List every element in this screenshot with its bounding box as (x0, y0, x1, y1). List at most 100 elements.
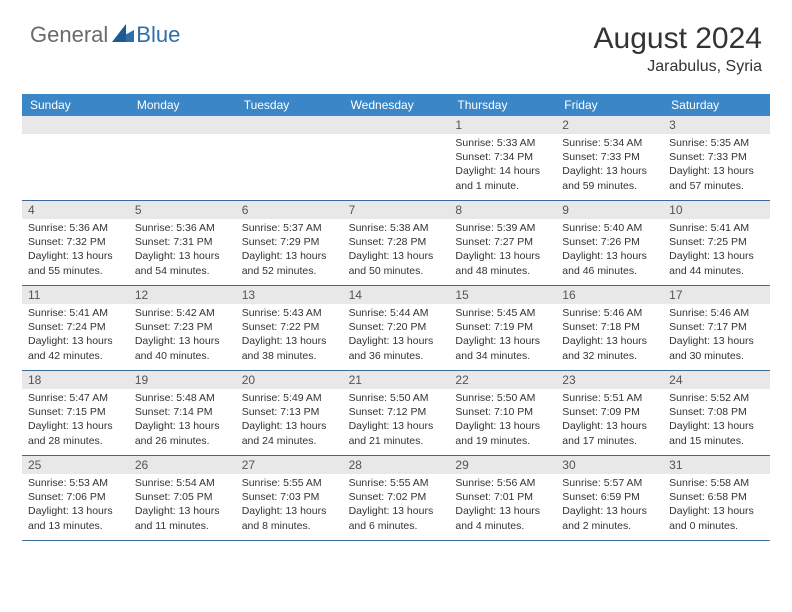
date-number: 24 (663, 371, 770, 389)
header: General Blue August 2024 Jarabulus, Syri… (0, 0, 792, 86)
calendar-cell: 5Sunrise: 5:36 AMSunset: 7:31 PMDaylight… (129, 201, 236, 285)
cell-body: Sunrise: 5:46 AMSunset: 7:17 PMDaylight:… (663, 304, 770, 367)
daylight-text: Daylight: 13 hours and 0 minutes. (669, 504, 764, 532)
week-row: 25Sunrise: 5:53 AMSunset: 7:06 PMDayligh… (22, 456, 770, 541)
date-number: 31 (663, 456, 770, 474)
calendar-cell: 2Sunrise: 5:34 AMSunset: 7:33 PMDaylight… (556, 116, 663, 200)
sunset-text: Sunset: 7:27 PM (455, 235, 550, 249)
sunrise-text: Sunrise: 5:50 AM (455, 391, 550, 405)
date-number: 22 (449, 371, 556, 389)
calendar-cell: 22Sunrise: 5:50 AMSunset: 7:10 PMDayligh… (449, 371, 556, 455)
date-number: 6 (236, 201, 343, 219)
calendar-cell: 29Sunrise: 5:56 AMSunset: 7:01 PMDayligh… (449, 456, 556, 540)
sunrise-text: Sunrise: 5:56 AM (455, 476, 550, 490)
daylight-text: Daylight: 13 hours and 28 minutes. (28, 419, 123, 447)
cell-body: Sunrise: 5:41 AMSunset: 7:25 PMDaylight:… (663, 219, 770, 282)
sunset-text: Sunset: 7:02 PM (349, 490, 444, 504)
date-number: 10 (663, 201, 770, 219)
date-number: 27 (236, 456, 343, 474)
daylight-text: Daylight: 13 hours and 46 minutes. (562, 249, 657, 277)
date-number: 16 (556, 286, 663, 304)
date-number: 25 (22, 456, 129, 474)
sunrise-text: Sunrise: 5:41 AM (28, 306, 123, 320)
sunset-text: Sunset: 7:22 PM (242, 320, 337, 334)
sunset-text: Sunset: 7:25 PM (669, 235, 764, 249)
daylight-text: Daylight: 13 hours and 2 minutes. (562, 504, 657, 532)
day-header: Sunday (22, 94, 129, 116)
daylight-text: Daylight: 13 hours and 54 minutes. (135, 249, 230, 277)
daylight-text: Daylight: 13 hours and 19 minutes. (455, 419, 550, 447)
week-row: 1Sunrise: 5:33 AMSunset: 7:34 PMDaylight… (22, 116, 770, 201)
calendar-cell: 23Sunrise: 5:51 AMSunset: 7:09 PMDayligh… (556, 371, 663, 455)
calendar-cell: 19Sunrise: 5:48 AMSunset: 7:14 PMDayligh… (129, 371, 236, 455)
sunrise-text: Sunrise: 5:51 AM (562, 391, 657, 405)
daylight-text: Daylight: 13 hours and 44 minutes. (669, 249, 764, 277)
calendar-cell: 25Sunrise: 5:53 AMSunset: 7:06 PMDayligh… (22, 456, 129, 540)
cell-body: Sunrise: 5:43 AMSunset: 7:22 PMDaylight:… (236, 304, 343, 367)
date-number: 26 (129, 456, 236, 474)
cell-body: Sunrise: 5:55 AMSunset: 7:03 PMDaylight:… (236, 474, 343, 537)
sunrise-text: Sunrise: 5:57 AM (562, 476, 657, 490)
daylight-text: Daylight: 13 hours and 34 minutes. (455, 334, 550, 362)
sunset-text: Sunset: 7:15 PM (28, 405, 123, 419)
cell-body: Sunrise: 5:45 AMSunset: 7:19 PMDaylight:… (449, 304, 556, 367)
calendar-cell (343, 116, 450, 200)
daylight-text: Daylight: 13 hours and 24 minutes. (242, 419, 337, 447)
cell-body: Sunrise: 5:33 AMSunset: 7:34 PMDaylight:… (449, 134, 556, 197)
cell-body: Sunrise: 5:35 AMSunset: 7:33 PMDaylight:… (663, 134, 770, 197)
daylight-text: Daylight: 13 hours and 55 minutes. (28, 249, 123, 277)
date-number: 20 (236, 371, 343, 389)
daylight-text: Daylight: 13 hours and 13 minutes. (28, 504, 123, 532)
calendar-cell: 16Sunrise: 5:46 AMSunset: 7:18 PMDayligh… (556, 286, 663, 370)
cell-body: Sunrise: 5:44 AMSunset: 7:20 PMDaylight:… (343, 304, 450, 367)
sunset-text: Sunset: 7:33 PM (669, 150, 764, 164)
cell-body: Sunrise: 5:58 AMSunset: 6:58 PMDaylight:… (663, 474, 770, 537)
day-header: Friday (556, 94, 663, 116)
daylight-text: Daylight: 13 hours and 38 minutes. (242, 334, 337, 362)
sunset-text: Sunset: 7:09 PM (562, 405, 657, 419)
date-number (22, 116, 129, 134)
sunrise-text: Sunrise: 5:45 AM (455, 306, 550, 320)
daylight-text: Daylight: 13 hours and 32 minutes. (562, 334, 657, 362)
sunset-text: Sunset: 7:33 PM (562, 150, 657, 164)
sunset-text: Sunset: 7:08 PM (669, 405, 764, 419)
cell-body: Sunrise: 5:36 AMSunset: 7:31 PMDaylight:… (129, 219, 236, 282)
calendar-cell: 18Sunrise: 5:47 AMSunset: 7:15 PMDayligh… (22, 371, 129, 455)
daylight-text: Daylight: 13 hours and 26 minutes. (135, 419, 230, 447)
date-number: 7 (343, 201, 450, 219)
logo: General Blue (30, 22, 180, 48)
cell-body: Sunrise: 5:53 AMSunset: 7:06 PMDaylight:… (22, 474, 129, 537)
day-header: Wednesday (343, 94, 450, 116)
date-number: 14 (343, 286, 450, 304)
daylight-text: Daylight: 13 hours and 52 minutes. (242, 249, 337, 277)
sunrise-text: Sunrise: 5:52 AM (669, 391, 764, 405)
day-header-row: SundayMondayTuesdayWednesdayThursdayFrid… (22, 94, 770, 116)
title-block: August 2024 Jarabulus, Syria (594, 22, 762, 76)
sunrise-text: Sunrise: 5:54 AM (135, 476, 230, 490)
calendar-cell (22, 116, 129, 200)
calendar-cell: 9Sunrise: 5:40 AMSunset: 7:26 PMDaylight… (556, 201, 663, 285)
date-number: 15 (449, 286, 556, 304)
sunrise-text: Sunrise: 5:43 AM (242, 306, 337, 320)
sunrise-text: Sunrise: 5:38 AM (349, 221, 444, 235)
date-number: 18 (22, 371, 129, 389)
sunset-text: Sunset: 7:29 PM (242, 235, 337, 249)
sunrise-text: Sunrise: 5:33 AM (455, 136, 550, 150)
calendar-cell (236, 116, 343, 200)
calendar-cell: 1Sunrise: 5:33 AMSunset: 7:34 PMDaylight… (449, 116, 556, 200)
cell-body: Sunrise: 5:37 AMSunset: 7:29 PMDaylight:… (236, 219, 343, 282)
daylight-text: Daylight: 13 hours and 4 minutes. (455, 504, 550, 532)
calendar-cell: 20Sunrise: 5:49 AMSunset: 7:13 PMDayligh… (236, 371, 343, 455)
date-number: 3 (663, 116, 770, 134)
cell-body: Sunrise: 5:46 AMSunset: 7:18 PMDaylight:… (556, 304, 663, 367)
calendar-cell: 17Sunrise: 5:46 AMSunset: 7:17 PMDayligh… (663, 286, 770, 370)
cell-body: Sunrise: 5:48 AMSunset: 7:14 PMDaylight:… (129, 389, 236, 452)
date-number: 28 (343, 456, 450, 474)
date-number: 17 (663, 286, 770, 304)
week-row: 18Sunrise: 5:47 AMSunset: 7:15 PMDayligh… (22, 371, 770, 456)
sunrise-text: Sunrise: 5:55 AM (349, 476, 444, 490)
sunset-text: Sunset: 7:32 PM (28, 235, 123, 249)
cell-body: Sunrise: 5:36 AMSunset: 7:32 PMDaylight:… (22, 219, 129, 282)
cell-body: Sunrise: 5:55 AMSunset: 7:02 PMDaylight:… (343, 474, 450, 537)
cell-body: Sunrise: 5:50 AMSunset: 7:10 PMDaylight:… (449, 389, 556, 452)
